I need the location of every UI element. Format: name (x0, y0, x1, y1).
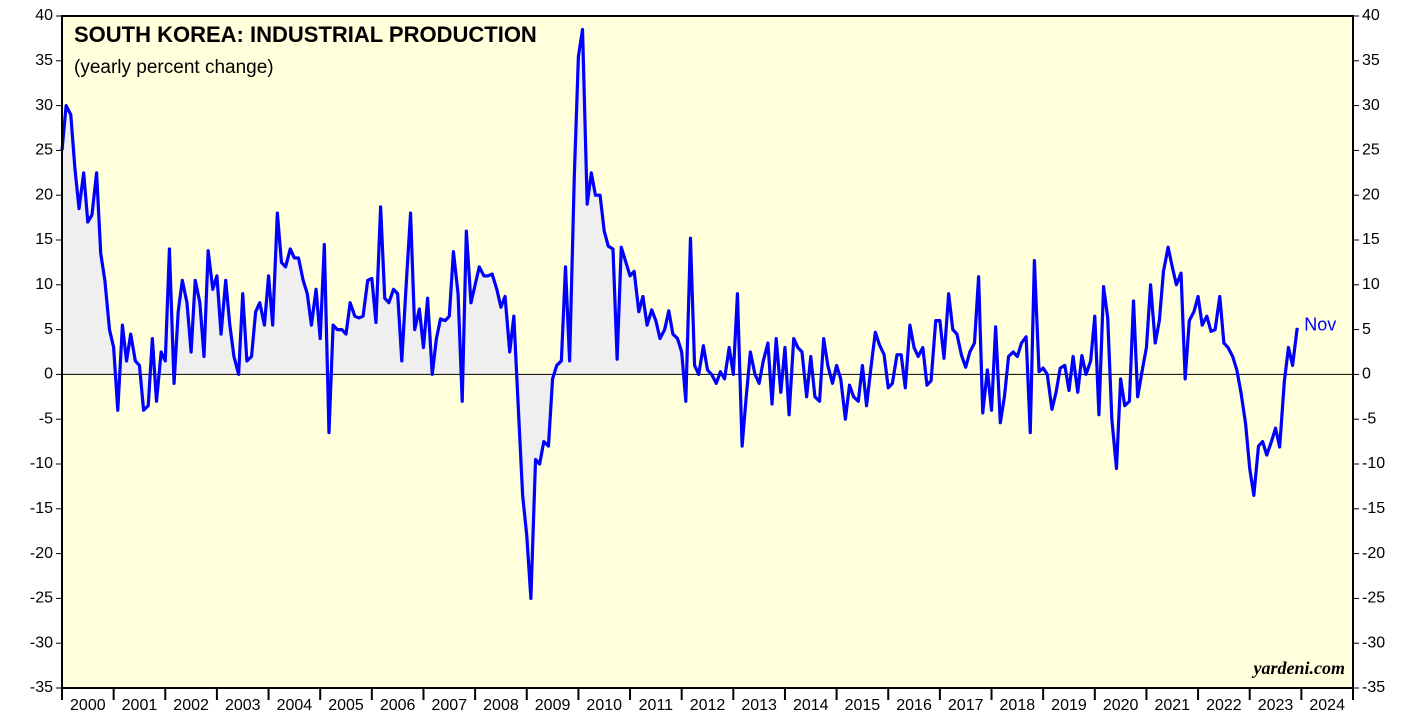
y2-tick-label: 0 (1362, 366, 1371, 383)
y2-tick-label: 5 (1362, 321, 1371, 338)
y-tick-label: 40 (35, 7, 53, 24)
y2-tick-label: 35 (1362, 52, 1380, 69)
y-tick-label: -25 (30, 590, 53, 607)
x-tick-label: 2001 (122, 697, 158, 714)
x-tick-label: 2023 (1258, 697, 1294, 714)
y-tick-label: 10 (35, 276, 53, 293)
y2-tick-label: -25 (1362, 590, 1385, 607)
x-tick-label: 2000 (70, 697, 106, 714)
x-tick-label: 2020 (1103, 697, 1139, 714)
x-tick-label: 2002 (173, 697, 209, 714)
y2-tick-label: 25 (1362, 142, 1380, 159)
x-tick-label: 2008 (483, 697, 519, 714)
x-tick-label: 2017 (948, 697, 984, 714)
chart-title: SOUTH KOREA: INDUSTRIAL PRODUCTION (74, 22, 537, 47)
x-tick-label: 2014 (793, 697, 829, 714)
x-tick-label: 2010 (586, 697, 622, 714)
x-tick-label: 2024 (1309, 697, 1345, 714)
y-tick-label: 15 (35, 231, 53, 248)
x-tick-label: 2011 (639, 697, 674, 714)
y2-tick-label: -35 (1362, 679, 1385, 696)
data-line (60, 27, 1299, 600)
y2-tick-label: 15 (1362, 231, 1380, 248)
plot-frame (61, 15, 1354, 689)
x-tick-label: 2005 (328, 697, 364, 714)
x-tick-label: 2009 (535, 697, 571, 714)
x-tick-label: 2012 (690, 697, 726, 714)
y-tick-label: 5 (44, 321, 53, 338)
y-tick-label: -35 (30, 679, 53, 696)
y-tick-label: 20 (35, 186, 53, 203)
y-tick-label: 0 (44, 366, 53, 383)
x-tick-label: 2016 (896, 697, 932, 714)
x-tick-label: 2022 (1206, 697, 1242, 714)
y2-tick-label: -15 (1362, 500, 1385, 517)
y-tick-label: -5 (39, 410, 53, 427)
x-tick-label: 2006 (380, 697, 416, 714)
y2-tick-label: -20 (1362, 545, 1385, 562)
x-tick-label: 2018 (1000, 697, 1036, 714)
y-tick-label: -10 (30, 455, 53, 472)
y2-tick-label: 20 (1362, 186, 1380, 203)
x-tick-label: 2003 (225, 697, 261, 714)
shaded-area (62, 29, 682, 599)
last-label: Nov (1304, 315, 1336, 335)
source: yardeni.com (1252, 658, 1346, 678)
y-tick-label: 25 (35, 142, 53, 159)
y-tick-label: -15 (30, 500, 53, 517)
x-tick-label: 2015 (845, 697, 881, 714)
y2-tick-label: 30 (1362, 97, 1380, 114)
y-tick-label: -30 (30, 634, 53, 651)
x-tick-label: 2004 (277, 697, 313, 714)
x-tick-label: 2013 (741, 697, 777, 714)
chart-subtitle: (yearly percent change) (74, 57, 274, 78)
y-tick-label: -20 (30, 545, 53, 562)
x-tick-label: 2007 (432, 697, 468, 714)
x-tick-label: 2019 (1051, 697, 1087, 714)
y2-tick-label: -30 (1362, 634, 1385, 651)
y-tick-label: 35 (35, 52, 53, 69)
y-tick-label: 30 (35, 97, 53, 114)
x-tick-label: 2021 (1154, 697, 1190, 714)
y2-tick-label: -10 (1362, 455, 1385, 472)
y2-tick-label: -5 (1362, 410, 1376, 427)
y2-tick-label: 40 (1362, 7, 1380, 24)
y2-tick-label: 10 (1362, 276, 1380, 293)
